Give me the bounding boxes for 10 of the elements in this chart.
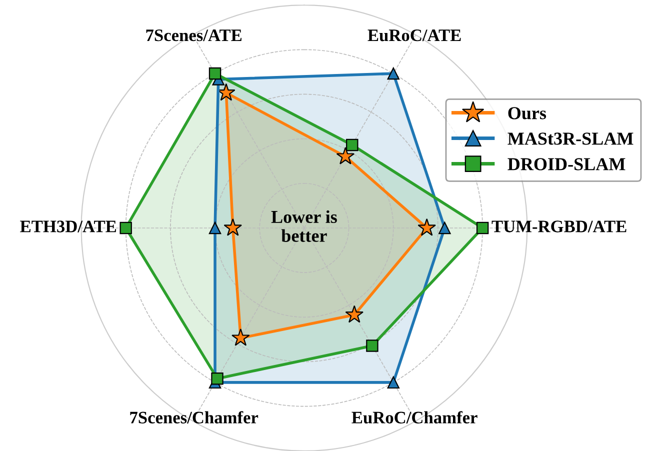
spoke-label: TUM-RGBD/ATE xyxy=(492,220,626,232)
legend-label: MASt3R-SLAM xyxy=(508,132,634,145)
spoke-label: EuRoC/Chamfer xyxy=(352,411,478,424)
legend-label: DROID-SLAM xyxy=(508,158,626,170)
spoke-label: 7Scenes/Chamfer xyxy=(130,411,258,424)
legend-label: Ours xyxy=(508,107,546,120)
spoke-label: 7Scenes/ATE xyxy=(146,30,242,42)
spoke-label: ETH3D/ATE xyxy=(20,220,116,232)
text: Lower is better xyxy=(271,210,337,242)
spoke-label: EuRoC/ATE xyxy=(368,30,461,42)
